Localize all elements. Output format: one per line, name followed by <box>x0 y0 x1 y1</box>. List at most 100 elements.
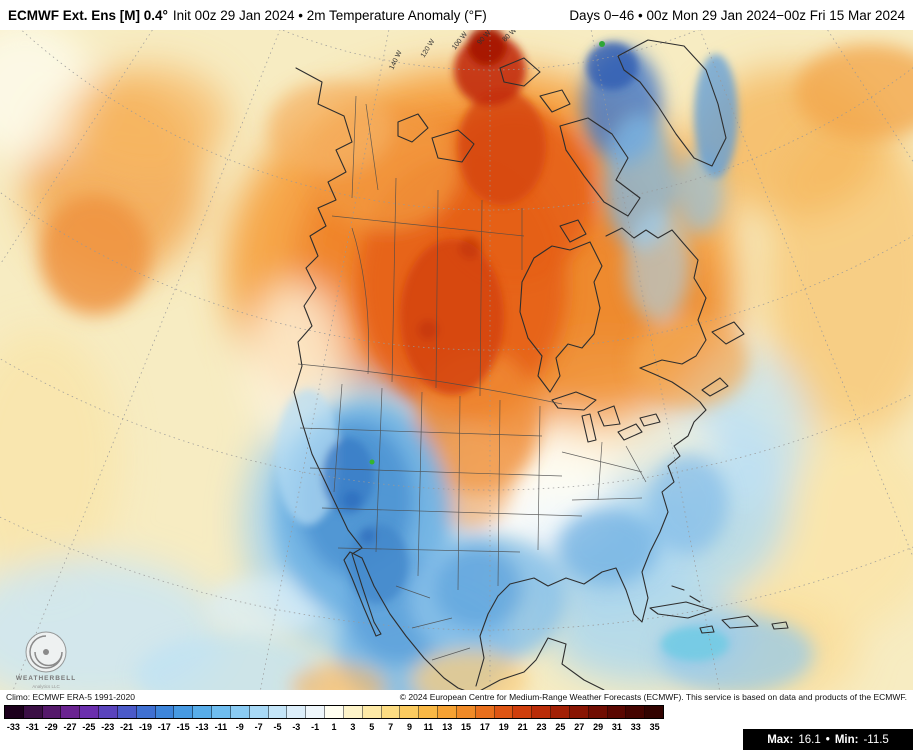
valid-range: Days 0−46 • 00z Mon 29 Jan 2024−00z Fri … <box>569 7 905 23</box>
colorbar-label: -27 <box>63 722 77 732</box>
colorbar-cell <box>212 706 231 718</box>
colorbar-label: 3 <box>350 722 356 732</box>
colorbar-label: -15 <box>176 722 190 732</box>
model-name: ECMWF Ext. Ens [M] 0.4° <box>8 7 168 23</box>
min-label: Min: <box>834 733 859 746</box>
colorbar-label: 9 <box>406 722 412 732</box>
bullet-separator: • <box>825 733 830 746</box>
colorbar-cell <box>61 706 81 718</box>
max-label: Max: <box>767 733 794 746</box>
max-value: 16.1 <box>798 733 821 746</box>
logo-wordmark: WEATHERBELL <box>16 675 76 682</box>
colorbar-cell <box>456 706 476 718</box>
colorbar-label: -19 <box>138 722 152 732</box>
colorbar: -33 -31 -29 -27 -25 -23 -21 -19 -17 -15 -13 -11 -9 -7… <box>4 705 664 734</box>
colorbar-label: -29 <box>44 722 58 732</box>
logo-subtitle: Analytics LLC <box>32 684 60 689</box>
colorbar-label: -3 <box>292 722 301 732</box>
min-value: -11.5 <box>863 733 889 746</box>
state-borders <box>297 95 647 661</box>
colorbar-cell <box>607 706 627 718</box>
colorbar-label: 27 <box>574 722 585 732</box>
weatherbell-logo: WEATHERBELL Analytics LLC <box>16 631 76 689</box>
colorbar-cell <box>588 706 608 718</box>
colorbar-cell <box>645 706 663 718</box>
colorbar-cell <box>117 706 137 718</box>
colorbar-cell <box>419 706 439 718</box>
colorbar-cell <box>5 706 24 718</box>
colorbar-cell <box>155 706 175 718</box>
init-info: Init 00z 29 Jan 2024 • 2m Temperature An… <box>172 7 487 23</box>
colorbar-cell <box>174 706 194 718</box>
colorbar-cell <box>80 706 100 718</box>
colorbar-cell <box>494 706 514 718</box>
colorbar-cell <box>230 706 250 718</box>
colorbar-label: 17 <box>479 722 490 732</box>
map-title: ECMWF Ext. Ens [M] 0.4° Init 00z 29 Jan 2… <box>8 8 487 23</box>
colorbar-cell <box>99 706 118 718</box>
colorbar-label: 7 <box>388 722 394 732</box>
swirl-center <box>43 649 49 655</box>
colorbar-cell <box>193 706 213 718</box>
colorbar-label: 1 <box>331 722 337 732</box>
colorbar-label: 29 <box>593 722 604 732</box>
colorbar-cell <box>249 706 269 718</box>
colorbar-cell <box>287 706 307 718</box>
colorbar-label: 15 <box>461 722 472 732</box>
colorbar-cell <box>381 706 401 718</box>
map-canvas: 140 W 120 W 100 W 90 W 80 W WEATHERBELL … <box>0 30 913 690</box>
min-marker-dot <box>369 459 375 465</box>
minmax-box: Max: 16.1 • Min: -11.5 <box>743 729 913 750</box>
colorbar-cell <box>136 706 156 718</box>
colorbar-label: -11 <box>214 722 228 732</box>
colorbar-label: -13 <box>195 722 209 732</box>
colorbar-cell <box>438 706 457 718</box>
hurricane-swirl-icon <box>29 635 63 669</box>
colorbar-cell <box>268 706 288 718</box>
colorbar-label: 11 <box>423 722 434 732</box>
colorbar-label: -1 <box>311 722 320 732</box>
colorbar-label: -33 <box>6 722 20 732</box>
colorbar-cell <box>532 706 552 718</box>
colorbar-cell <box>325 706 344 718</box>
colorbar-label: 5 <box>369 722 375 732</box>
colorbar-label: -21 <box>120 722 134 732</box>
temperature-anomaly-map: 140 W 120 W 100 W 90 W 80 W WEATHERBELL … <box>0 30 913 690</box>
colorbar-cell <box>475 706 495 718</box>
colorbar-label: -25 <box>82 722 96 732</box>
temperature-field-cores <box>276 30 738 661</box>
colorbar-label: 33 <box>630 722 641 732</box>
colorbar-label: -23 <box>101 722 115 732</box>
climo-note: Climo: ECMWF ERA-5 1991-2020 <box>6 692 135 702</box>
colorbar-labels: -33 -31 -29 -27 -25 -23 -21 -19 -17 -15 -13 -11 -9 -7… <box>4 721 664 734</box>
max-marker-dot <box>599 41 605 47</box>
colorbar-label: -17 <box>157 722 171 732</box>
colorbar-label: 13 <box>442 722 453 732</box>
colorbar-cell <box>42 706 62 718</box>
colorbar-cell <box>626 706 646 718</box>
colorbar-cell <box>513 706 533 718</box>
coastlines <box>293 39 789 690</box>
colorbar-cell <box>23 706 43 718</box>
colorbar-label: 21 <box>517 722 528 732</box>
colorbar-cell <box>362 706 382 718</box>
colorbar-label: -7 <box>254 722 263 732</box>
attribution-bar: Climo: ECMWF ERA-5 1991-2020 © 2024 Euro… <box>0 690 913 704</box>
colorbar-label: -9 <box>235 722 244 732</box>
colorbar-label: 31 <box>611 722 622 732</box>
colorbar-label: 23 <box>536 722 547 732</box>
colorbar-label: 25 <box>555 722 566 732</box>
header: ECMWF Ext. Ens [M] 0.4° Init 00z 29 Jan 2… <box>0 0 913 30</box>
colorbar-cell <box>551 706 570 718</box>
copyright-note: © 2024 European Centre for Medium-Range … <box>399 692 907 702</box>
colorbar-cell <box>306 706 326 718</box>
colorbar-label: 19 <box>498 722 509 732</box>
colorbar-label: 35 <box>649 722 660 732</box>
colorbar-cell <box>569 706 589 718</box>
colorbar-cell <box>400 706 420 718</box>
colorbar-label: -5 <box>273 722 282 732</box>
colorbar-cells <box>4 705 664 719</box>
colorbar-label: -31 <box>25 722 39 732</box>
colorbar-cell <box>343 706 363 718</box>
